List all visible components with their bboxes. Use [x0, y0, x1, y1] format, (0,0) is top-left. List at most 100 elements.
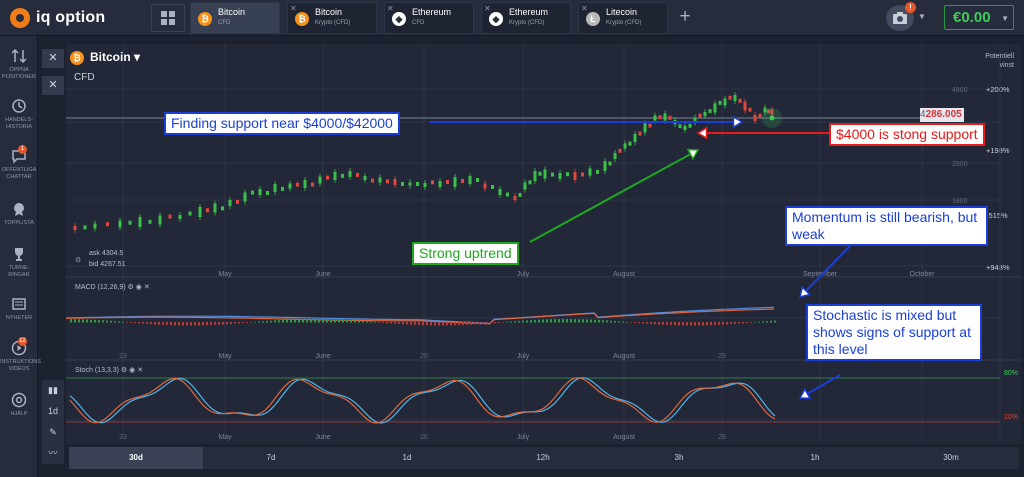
- indicators-button[interactable]: 〰: [48, 448, 58, 458]
- candle-body: [698, 113, 702, 118]
- macd-histogram-bar: [538, 319, 540, 323]
- tab-ethereum-krypto[interactable]: ✕ ◆ Ethereum Krypto (CFD): [481, 2, 571, 34]
- close-icon[interactable]: ✕: [137, 367, 144, 374]
- sidebar-item-videos[interactable]: 12 INSTRUKTIONS VIDEOS: [0, 337, 41, 373]
- macd-histogram-bar: [222, 322, 224, 325]
- sidebar-item-open-positions[interactable]: ÖPPNA POSITIONER: [0, 48, 38, 81]
- macd-histogram-bar: [334, 319, 336, 323]
- candle-body: [158, 215, 162, 225]
- eye-icon[interactable]: ◉: [129, 367, 136, 374]
- tab-ethereum-cfd[interactable]: ✕ ◆ Ethereum CFD: [384, 2, 474, 34]
- macd-histogram-bar: [638, 322, 640, 324]
- tab-subtitle: Krypto (CFD): [606, 20, 642, 26]
- timeframe-bar: 30d 7d 1d 12h 3h 1h 30m: [69, 447, 1019, 469]
- macd-histogram-bar: [714, 322, 716, 326]
- add-tab-button[interactable]: +: [679, 6, 691, 27]
- candle-body: [393, 179, 397, 185]
- macd-histogram-bar: [410, 322, 412, 325]
- candle-body: [93, 223, 97, 229]
- chevron-down-icon[interactable]: ▼: [918, 12, 926, 21]
- macd-histogram-bar: [646, 322, 648, 324]
- settings-icon[interactable]: ⚙: [75, 257, 82, 264]
- tab-bitcoin-cfd[interactable]: ₿ Bitcoin CFD: [190, 2, 280, 34]
- macd-label: MACD (12,26,9) ⚙ ◉ ✕: [75, 283, 150, 291]
- macd-histogram-bar: [378, 322, 380, 323]
- chart-tools-button[interactable]: ✕: [42, 76, 64, 95]
- stoch-k-line: [69, 377, 776, 424]
- macd-histogram-bar: [502, 322, 504, 323]
- macd-histogram-bar: [154, 322, 156, 325]
- close-icon[interactable]: ✕: [143, 284, 150, 291]
- close-tab-icon[interactable]: ✕: [484, 4, 491, 13]
- sidebar-item-leaderboard[interactable]: TOPPLISTA: [0, 201, 38, 227]
- tab-subtitle: CFD: [412, 20, 425, 26]
- macd-histogram-bar: [566, 319, 568, 323]
- eye-icon[interactable]: ◉: [135, 284, 142, 291]
- macd-histogram-bar: [654, 322, 656, 325]
- candle-body: [613, 153, 617, 159]
- month-label: July: [517, 353, 530, 360]
- candle-body: [303, 180, 307, 188]
- macd-histogram-bar: [754, 321, 756, 323]
- macd-histogram-bar: [774, 320, 776, 323]
- momentum-arrow-head: [798, 285, 812, 299]
- ask-price: ask 4304.5: [89, 250, 124, 257]
- tab-litecoin-krypto[interactable]: ✕ Ł Litecoin Krypto (CFD): [578, 2, 668, 34]
- candle-body: [118, 220, 122, 228]
- gear-icon[interactable]: ⚙: [127, 284, 134, 291]
- sidebar-item-trade-history[interactable]: HANDELS-HISTORIA: [0, 98, 38, 131]
- asset-selector[interactable]: Bitcoin ▾: [90, 50, 141, 64]
- macd-histogram-bar: [174, 322, 176, 326]
- candle-body: [236, 199, 239, 204]
- candle-body: [356, 172, 359, 177]
- balance-button[interactable]: €0.00 ▼: [944, 5, 1014, 30]
- timeframe-12h[interactable]: 12h: [536, 453, 550, 462]
- macd-histogram-bar: [386, 322, 388, 324]
- bitcoin-icon: ₿: [295, 12, 309, 26]
- annotation-stochastic: Stochastic is mixed but shows signs of s…: [806, 304, 982, 361]
- asset-type: CFD: [74, 72, 95, 83]
- draw-tool-button[interactable]: ✎: [49, 427, 57, 437]
- macd-histogram-bar: [506, 321, 508, 323]
- candle-body: [523, 182, 527, 190]
- candle-body: [758, 113, 762, 118]
- profit-scale-label: +200%: [986, 85, 1010, 94]
- timeframe-30m[interactable]: 30m: [943, 453, 959, 462]
- macd-histogram-bar: [522, 320, 524, 323]
- close-chart-button[interactable]: ✕: [42, 49, 64, 68]
- macd-histogram-bar: [750, 322, 752, 323]
- candle-body: [423, 183, 427, 187]
- gear-icon[interactable]: ⚙: [120, 367, 128, 374]
- sidebar-item-news[interactable]: NYHETER: [0, 296, 38, 322]
- tab-bitcoin-krypto[interactable]: ✕ ₿ Bitcoin Krypto (CFD): [287, 2, 377, 34]
- macd-histogram-bar: [238, 322, 240, 324]
- profit-scale-label: -515%: [986, 211, 1008, 220]
- support-arrow-head: [732, 115, 744, 129]
- timeframe-3h[interactable]: 3h: [674, 453, 684, 462]
- macd-histogram-bar: [130, 322, 132, 323]
- camera-button[interactable]: [886, 5, 914, 31]
- sidebar-item-public-chats[interactable]: 1 OFFENTLIGA CHATTAR: [0, 145, 38, 181]
- sidebar-item-help[interactable]: HJÄLP: [0, 392, 38, 418]
- macd-histogram-bar: [618, 321, 620, 323]
- timeframe-30d[interactable]: 30d: [69, 447, 203, 469]
- timeframe-1d[interactable]: 1d: [402, 453, 412, 462]
- candle-body: [188, 211, 192, 216]
- asset-grid-button[interactable]: [151, 4, 185, 32]
- timeframe-1h[interactable]: 1h: [810, 453, 820, 462]
- candle-body: [528, 180, 532, 185]
- macd-histogram-bar: [434, 322, 436, 326]
- month-label: May: [218, 434, 232, 441]
- macd-histogram-bar: [138, 322, 140, 324]
- macd-histogram-bar: [150, 322, 152, 325]
- brand-logo[interactable]: iq option: [10, 7, 105, 29]
- close-tab-icon[interactable]: ✕: [290, 4, 297, 13]
- timeframe-7d[interactable]: 7d: [266, 453, 276, 462]
- macd-histogram-bar: [110, 320, 112, 323]
- close-tab-icon[interactable]: ✕: [387, 4, 394, 13]
- close-tab-icon[interactable]: ✕: [581, 4, 588, 13]
- sidebar-item-tournaments[interactable]: TURNE-RINGAR: [0, 246, 38, 279]
- macd-histogram-bar: [318, 319, 320, 323]
- chart-type-button[interactable]: ▮▮: [48, 385, 58, 395]
- interval-button[interactable]: 1d: [47, 406, 58, 416]
